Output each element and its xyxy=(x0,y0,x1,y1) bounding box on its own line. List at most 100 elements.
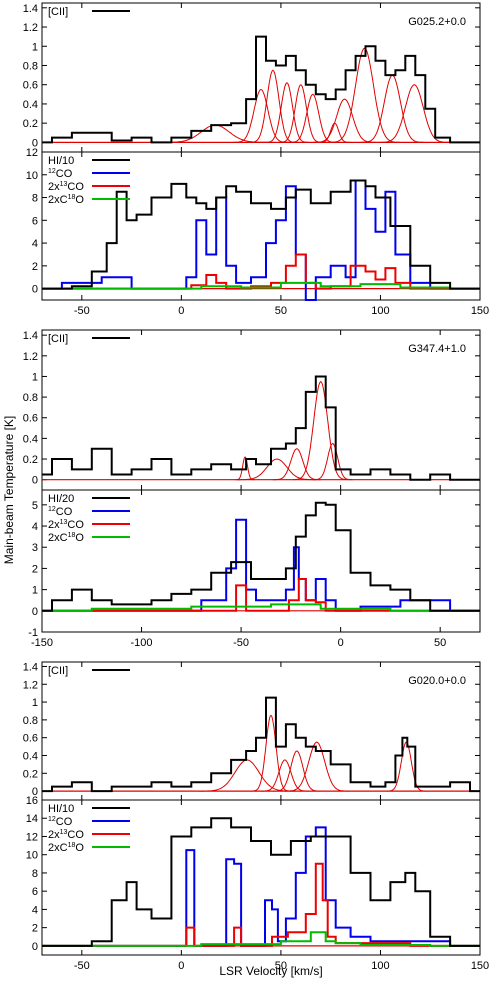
chart-panel-1: 0 0.2 0.4 0.6 0.8 1 1.2 1.4 G025.2+0.0 [CII] xyxy=(23,2,481,153)
y-tick-label: 2 xyxy=(32,923,38,935)
x-tick-label: 50 xyxy=(275,960,287,972)
series-line-[CII] xyxy=(42,696,480,793)
y-tick-label: 1.4 xyxy=(23,661,38,673)
legend-label: HI/10 xyxy=(48,803,74,815)
chart-panel-3: 0 0.2 0.4 0.6 0.8 1 1.2 1.4 G347.4+1.0 [CII] xyxy=(23,329,481,491)
gaussian-component xyxy=(251,714,291,792)
gaussian-component xyxy=(249,69,297,143)
y-tick-label: 0.6 xyxy=(23,413,38,425)
y-tick-label: 0.8 xyxy=(23,392,38,404)
y-tick-label: 0 xyxy=(32,606,38,618)
series-line-HI/20 xyxy=(42,501,480,612)
y-tick-label: 0 xyxy=(32,137,38,149)
x-axis-label: LSR Velocity [km/s] xyxy=(219,964,322,978)
y-tick-label: 0.6 xyxy=(23,80,38,92)
y-tick-label: 0 xyxy=(32,786,38,798)
y-tick-label: 0.4 xyxy=(23,750,38,762)
series-line-2xC18O xyxy=(42,603,480,612)
x-tick-label: 50 xyxy=(275,305,287,317)
x-tick-label: 150 xyxy=(471,960,489,972)
y-tick-label: 6 xyxy=(32,886,38,898)
series-line-2x13CO xyxy=(42,578,480,612)
x-tick-label: -50 xyxy=(233,637,249,649)
gaussian-component xyxy=(199,759,295,792)
y-tick-label: 2 xyxy=(32,563,38,575)
y-tick-label: 4 xyxy=(32,238,38,250)
legend-label: 2xC18O xyxy=(48,532,84,544)
gaussian-component xyxy=(264,82,309,143)
chart-panel-4: -1 0 1 2 3 4 5 -150 -100 -50 0 50 HI/2012CO2x13CO2xC… xyxy=(28,489,481,649)
legend-label: 2x13CO xyxy=(48,829,84,841)
y-tick-label: 1 xyxy=(32,585,38,597)
legend-label: 12CO xyxy=(48,168,73,180)
gaussian-component xyxy=(312,98,377,143)
x-tick-label: 0 xyxy=(338,637,344,649)
panels: 0 0.2 0.4 0.6 0.8 1 1.2 1.4 G025.2+0.0 [CII] 0 2 4 6 8… xyxy=(23,2,489,972)
series-line-HI/10 xyxy=(42,817,480,947)
y-tick-label: 0.8 xyxy=(23,60,38,72)
gaussian-component xyxy=(378,84,451,143)
y-tick-label: 5 xyxy=(32,500,38,512)
x-tick-label: -50 xyxy=(74,960,90,972)
y-tick-label: 1.4 xyxy=(23,330,38,342)
series-line-[CII] xyxy=(42,375,480,481)
y-tick-label: 16 xyxy=(26,795,38,807)
x-tick-label: -150 xyxy=(31,637,53,649)
source-name: G020.0+0.0 xyxy=(408,675,466,687)
gaussian-component xyxy=(292,380,349,481)
x-tick-label: 50 xyxy=(434,637,446,649)
gaussian-component xyxy=(261,759,309,792)
legend-label: [CII] xyxy=(48,333,68,345)
y-tick-label: 8 xyxy=(32,868,38,880)
gaussian-component xyxy=(159,124,271,143)
legend-label: HI/10 xyxy=(48,155,74,167)
y-tick-label: 12 xyxy=(26,831,38,843)
y-tick-label: 1.2 xyxy=(23,351,38,363)
y-tick-label: 10 xyxy=(26,850,38,862)
legend-label: 2xC18O xyxy=(48,194,84,206)
gaussian-component xyxy=(386,741,427,792)
x-tick-label: 0 xyxy=(178,960,184,972)
y-tick-label: 12 xyxy=(26,147,38,159)
y-tick-label: 0 xyxy=(32,475,38,487)
y-tick-label: 1.2 xyxy=(23,679,38,691)
legend-label: [CII] xyxy=(48,665,68,677)
y-tick-label: 0.4 xyxy=(23,99,38,111)
legend-label: 12CO xyxy=(48,506,73,518)
series-line-2xC18O xyxy=(42,281,480,290)
series-line-HI/10 xyxy=(42,179,480,290)
y-tick-label: 0.6 xyxy=(23,733,38,745)
y-tick-label: 0 xyxy=(32,941,38,953)
series-line-12CO xyxy=(42,518,480,612)
gaussian-component xyxy=(237,458,317,481)
y-tick-label: 1 xyxy=(32,371,38,383)
gaussian-component xyxy=(312,442,353,481)
gaussian-component xyxy=(278,84,324,143)
y-tick-label: 3 xyxy=(32,542,38,554)
y-axis-label: Main-beam Temperature [K] xyxy=(2,416,16,565)
chart-panel-2: 0 2 4 6 8 10 12 -50 0 50 100 150 HI/1012CO2x13CO2xC1… xyxy=(26,147,489,317)
source-name: G347.4+1.0 xyxy=(408,343,466,355)
y-tick-label: 10 xyxy=(26,170,38,182)
gaussian-component xyxy=(233,88,289,143)
y-tick-label: 0.2 xyxy=(23,118,38,130)
y-tick-label: 8 xyxy=(32,193,38,205)
x-tick-label: 0 xyxy=(178,305,184,317)
x-tick-label: -100 xyxy=(131,637,153,649)
plot-frame xyxy=(41,799,481,956)
plot-frame xyxy=(41,151,481,301)
x-tick-label: 150 xyxy=(471,305,489,317)
source-name: G025.2+0.0 xyxy=(408,16,466,28)
y-tick-label: -1 xyxy=(28,627,38,639)
gaussian-component xyxy=(272,448,321,481)
gaussian-component xyxy=(284,741,349,792)
legend-label: 2x13CO xyxy=(48,181,84,193)
legend-label: 2x13CO xyxy=(48,519,84,531)
y-tick-label: 4 xyxy=(32,904,38,916)
legend-label: 2xC18O xyxy=(48,842,84,854)
gaussian-component xyxy=(288,93,337,143)
y-tick-label: 4 xyxy=(32,521,38,533)
series-line-2xC18O xyxy=(42,931,480,947)
y-tick-label: 6 xyxy=(32,215,38,227)
